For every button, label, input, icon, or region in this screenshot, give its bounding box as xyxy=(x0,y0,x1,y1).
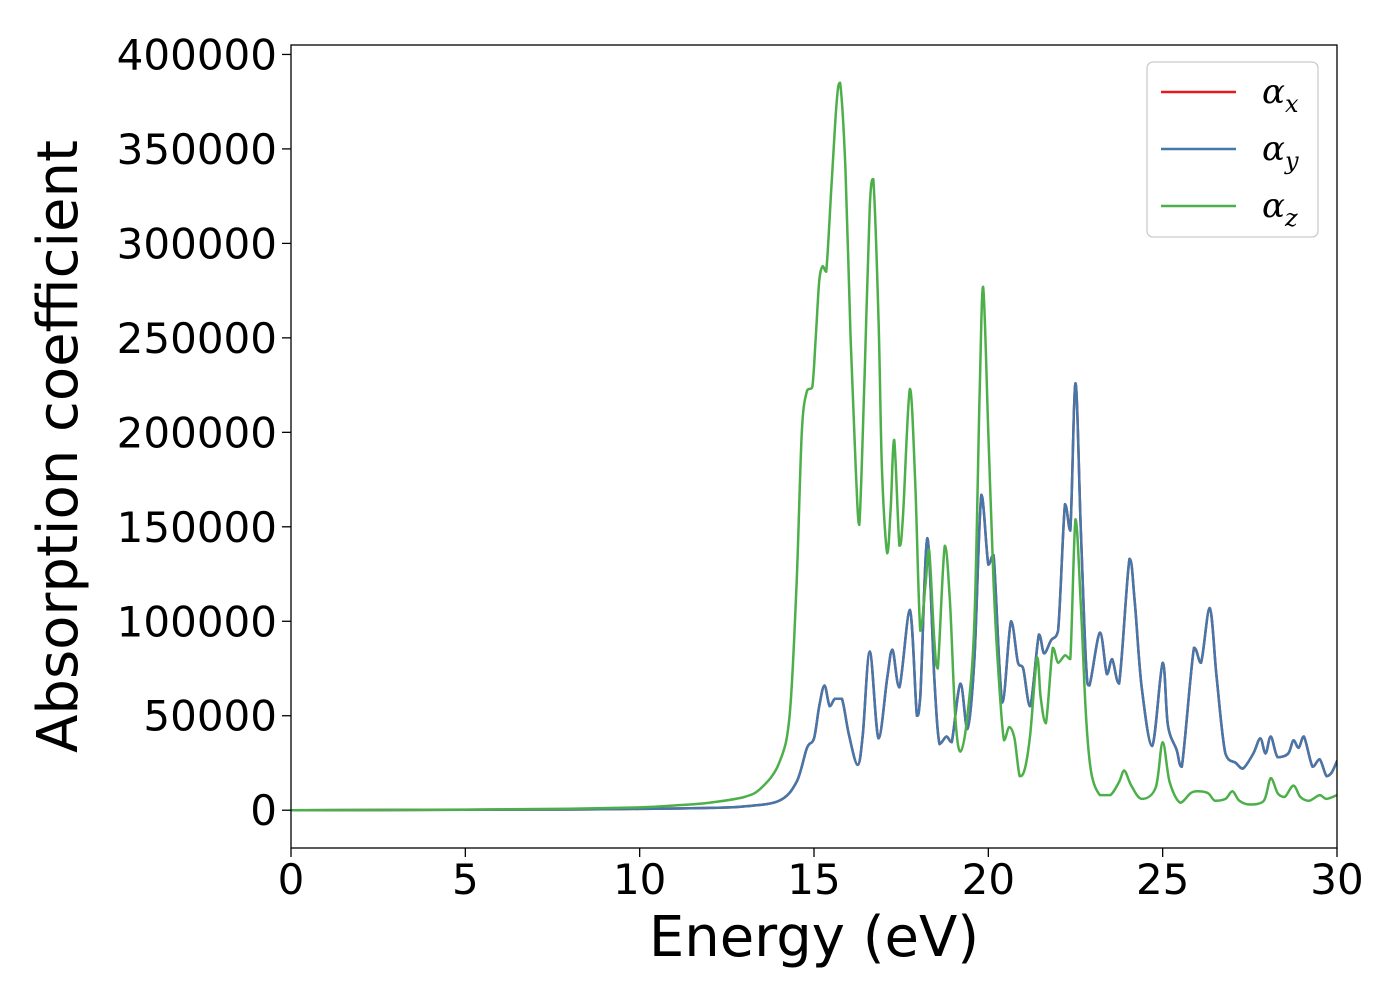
legend-label: αx xyxy=(1262,72,1299,118)
x-axis: 0 5 10 15 20 25 30 xyxy=(278,848,1364,904)
x-tick-label: 15 xyxy=(787,855,840,904)
y-axis-title: Absorption coefficient xyxy=(26,140,91,753)
series-line-z xyxy=(291,81,1337,812)
x-axis-title: Energy (eV) xyxy=(649,905,979,970)
y-tick-label: 400000 xyxy=(117,30,277,79)
y-tick-label: 350000 xyxy=(117,125,277,174)
series-layer xyxy=(291,81,1337,812)
x-tick-label: 30 xyxy=(1310,855,1363,904)
x-tick-label: 10 xyxy=(613,855,666,904)
legend: αx αy αz xyxy=(1146,61,1319,238)
x-tick-label: 25 xyxy=(1136,855,1189,904)
x-tick-label: 0 xyxy=(278,855,305,904)
y-tick-label: 250000 xyxy=(117,314,277,363)
y-tick-label: 50000 xyxy=(143,692,277,741)
y-axis: 0 50000 100000 150000 200000 250000 300000 3500… xyxy=(117,30,291,835)
y-tick-label: 0 xyxy=(250,786,277,835)
legend-label: αz xyxy=(1262,186,1298,232)
x-tick-label: 5 xyxy=(452,855,479,904)
x-tick-label: 20 xyxy=(962,855,1015,904)
y-tick-label: 300000 xyxy=(117,219,277,268)
y-tick-label: 150000 xyxy=(117,503,277,552)
y-tick-label: 200000 xyxy=(117,408,277,457)
legend-label: αy xyxy=(1262,129,1299,175)
y-tick-label: 100000 xyxy=(117,597,277,646)
